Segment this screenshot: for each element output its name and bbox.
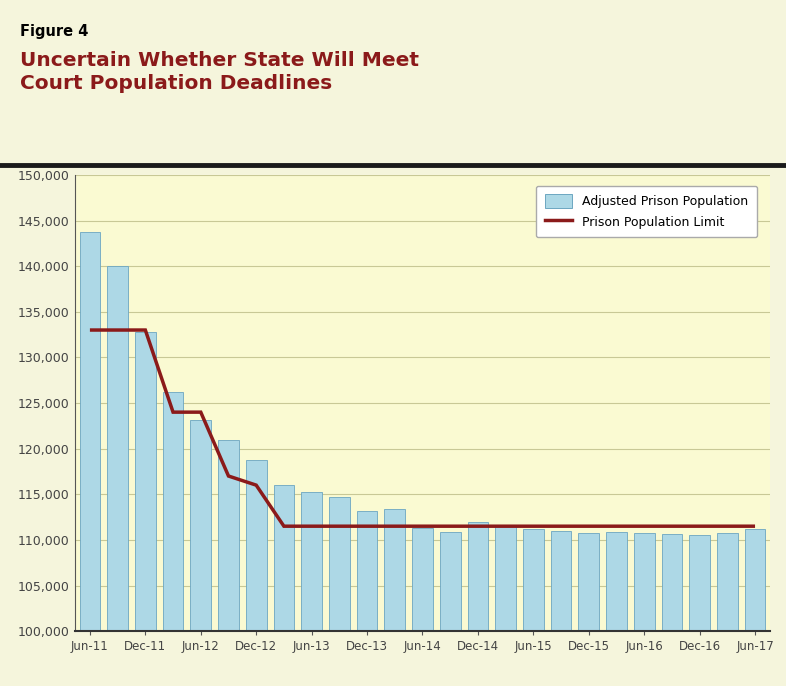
Bar (440, 532, 461, 631)
Bar (107, 266, 128, 631)
Bar (384, 509, 405, 631)
Bar (551, 531, 571, 631)
Bar (523, 529, 544, 631)
Bar (190, 421, 211, 631)
Bar (717, 532, 738, 631)
Bar (606, 532, 627, 631)
Text: Figure 4: Figure 4 (20, 24, 88, 39)
Bar (163, 392, 183, 631)
Bar (357, 510, 377, 631)
Bar (412, 528, 433, 631)
Legend: Adjusted Prison Population, Prison Population Limit: Adjusted Prison Population, Prison Popul… (536, 186, 757, 237)
Bar (468, 521, 488, 631)
Bar (744, 529, 766, 631)
Bar (495, 526, 516, 631)
Bar (135, 332, 156, 631)
Bar (301, 492, 322, 631)
Bar (662, 534, 682, 631)
Bar (218, 440, 239, 631)
Bar (329, 497, 350, 631)
Text: Uncertain Whether State Will Meet
Court Population Deadlines: Uncertain Whether State Will Meet Court … (20, 51, 419, 93)
Bar (689, 535, 710, 631)
Bar (578, 532, 599, 631)
Bar (274, 485, 294, 631)
Bar (634, 534, 655, 631)
Bar (246, 460, 266, 631)
Bar (79, 233, 101, 631)
